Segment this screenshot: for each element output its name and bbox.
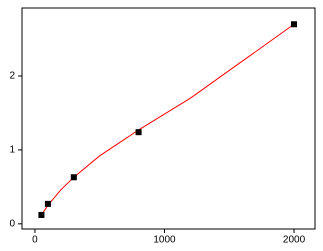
data-point <box>135 129 142 136</box>
data-point <box>291 21 298 28</box>
data-point <box>44 200 51 207</box>
data-point <box>38 211 45 218</box>
x-tick-label: 2000 <box>283 235 306 246</box>
data-point <box>70 174 77 181</box>
y-tick-label: 1 <box>9 145 15 156</box>
x-tick-label: 1000 <box>153 235 176 246</box>
plot-frame <box>21 7 316 230</box>
x-tick-label: 0 <box>32 235 38 246</box>
fit-curve <box>41 23 295 216</box>
y-tick-label: 2 <box>9 71 15 82</box>
y-tick-label: 0 <box>9 218 15 229</box>
